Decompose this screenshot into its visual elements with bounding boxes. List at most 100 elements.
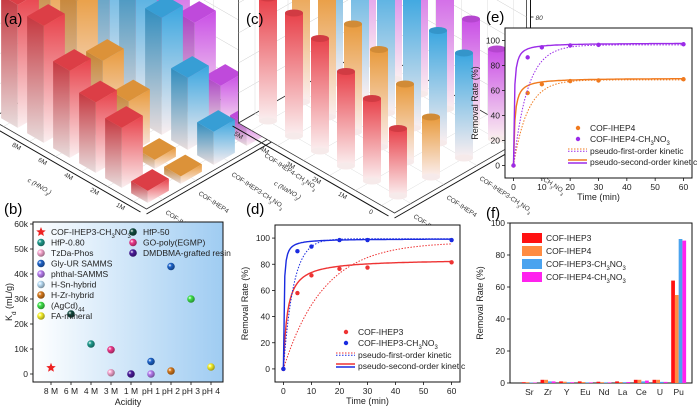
cylinder-base	[389, 192, 407, 200]
x-tick-label: 40	[391, 386, 401, 396]
x-tick-label: 4 M	[84, 386, 98, 396]
bar-nd-2	[604, 382, 608, 383]
data-point	[596, 42, 601, 48]
legend-marker	[129, 238, 137, 247]
bar-la-2	[622, 382, 627, 383]
y-tick-label: 40	[491, 111, 501, 121]
y-tick-label: 60	[496, 282, 506, 292]
cylinder-top	[422, 113, 440, 121]
y-tick-label: 20k	[14, 319, 28, 329]
legend-item: H-Zr-hybrid	[37, 290, 94, 300]
x-tick-label: 10	[537, 182, 547, 192]
y-tick-label: 0	[495, 161, 500, 171]
legend-marker	[37, 270, 45, 278]
bar-y-2	[566, 382, 571, 383]
x-tick-label: Pu	[673, 387, 684, 397]
legend-label: COF-IHEP3-CH3NO3	[546, 259, 627, 272]
data-point-fa-mineral	[207, 363, 215, 371]
cylinder-base	[488, 135, 506, 143]
legend-label: HfP-0.80	[51, 238, 85, 248]
data-point	[337, 266, 342, 272]
bar-face-side	[27, 16, 44, 143]
bar-face-top	[27, 4, 65, 26]
legend-item: HfP-0.80	[37, 238, 85, 248]
legend-label: COF-IHEP4-CH3NO3	[590, 134, 671, 147]
x-tick-label: Y	[564, 387, 570, 397]
legend-item: COF-IHEP3-CH3NO3	[522, 259, 627, 272]
legend-item: pseudo-first-order kinetic	[568, 146, 684, 156]
bar-y-0	[559, 381, 563, 383]
legend-label: COF-IHEP4-CH3NO3	[546, 272, 627, 285]
data-point	[567, 78, 573, 84]
data-point-phthal-samms	[147, 370, 155, 378]
bar-zr-3	[551, 381, 556, 383]
y-tick-label: 20	[261, 338, 271, 348]
legend-item: COF-IHEP3	[522, 233, 592, 243]
pso-fit-line	[282, 260, 452, 369]
legend-swatch	[522, 246, 542, 256]
y-tick-label: 40k	[14, 269, 28, 279]
data-point	[539, 45, 545, 50]
y-tick-label: 80	[496, 250, 506, 260]
data-point	[449, 237, 454, 243]
x-tick-label: 50	[419, 386, 429, 396]
data-point	[596, 78, 601, 83]
bar-u-3	[663, 381, 668, 383]
x-tick-label: 8 M	[44, 386, 58, 396]
data-point	[295, 248, 300, 254]
legend-marker	[37, 259, 45, 268]
bar-y-3	[570, 382, 575, 383]
legend-label: Gly-UR SAMMS	[51, 259, 113, 269]
bar-ce-2	[641, 381, 646, 383]
data-point-tzda-phos	[107, 368, 115, 377]
cylinder-body	[259, 0, 277, 121]
cylinder-top	[389, 125, 407, 132]
x-tick-label: 10	[307, 386, 317, 396]
y-tick-label: 40	[496, 314, 506, 324]
bar-face-front	[121, 115, 143, 188]
legend-item: pseudo-second-order kinetic	[336, 361, 466, 371]
bar-face-top	[204, 64, 242, 86]
y-tick-label: 0	[265, 364, 270, 374]
bar-y-1	[562, 381, 567, 383]
category-axis-label: c (HNO3)	[25, 177, 52, 198]
legend-item: COF-IHEP4	[575, 123, 636, 133]
panel-label-f: (f)	[486, 205, 500, 222]
x-tick-label: La	[618, 387, 628, 397]
y-tick-label: 10k	[14, 344, 28, 354]
data-point	[539, 82, 545, 87]
x-tick-label: 40	[622, 182, 632, 192]
cylinder-body	[311, 38, 329, 151]
bar-face-side	[79, 92, 96, 173]
pfo-fit-line	[513, 79, 684, 166]
legend-marker	[37, 249, 45, 257]
bar-face-side	[197, 122, 214, 165]
data-point-h-zr-hybrid	[167, 367, 175, 375]
plot-area	[504, 27, 693, 179]
legend-marker	[343, 340, 349, 346]
legend-label: H-Sn-hybrid	[51, 280, 97, 290]
legend-marker	[36, 227, 46, 237]
bar-sr-1	[525, 382, 530, 383]
x-tick-label: pH 4	[202, 386, 220, 396]
bar-cof-ihep3-3M	[311, 35, 329, 155]
bar-face-side	[105, 118, 122, 188]
cylinder-top	[285, 9, 303, 17]
bar-u-0	[652, 379, 657, 383]
bar-cof-ihep3-2M	[337, 68, 355, 170]
legend-label: COF-IHEP3	[358, 327, 404, 337]
bar-ce-1	[637, 379, 642, 383]
legend-label: COF-IHEP4	[590, 123, 636, 133]
cylinder-top	[311, 35, 329, 42]
legend-label: phthal-SAMMS	[51, 269, 108, 279]
data-point-dmdbma-grafted-resin	[127, 370, 135, 378]
cylinder-body	[389, 128, 407, 196]
bar-nd-0	[596, 381, 601, 383]
x-tick-label: pH 2	[162, 386, 180, 396]
y-axis-label: Removal Rate (%)	[475, 266, 485, 340]
cylinder-body	[455, 53, 473, 158]
legend-item: phthal-SAMMS	[37, 269, 108, 279]
data-point	[309, 273, 314, 278]
